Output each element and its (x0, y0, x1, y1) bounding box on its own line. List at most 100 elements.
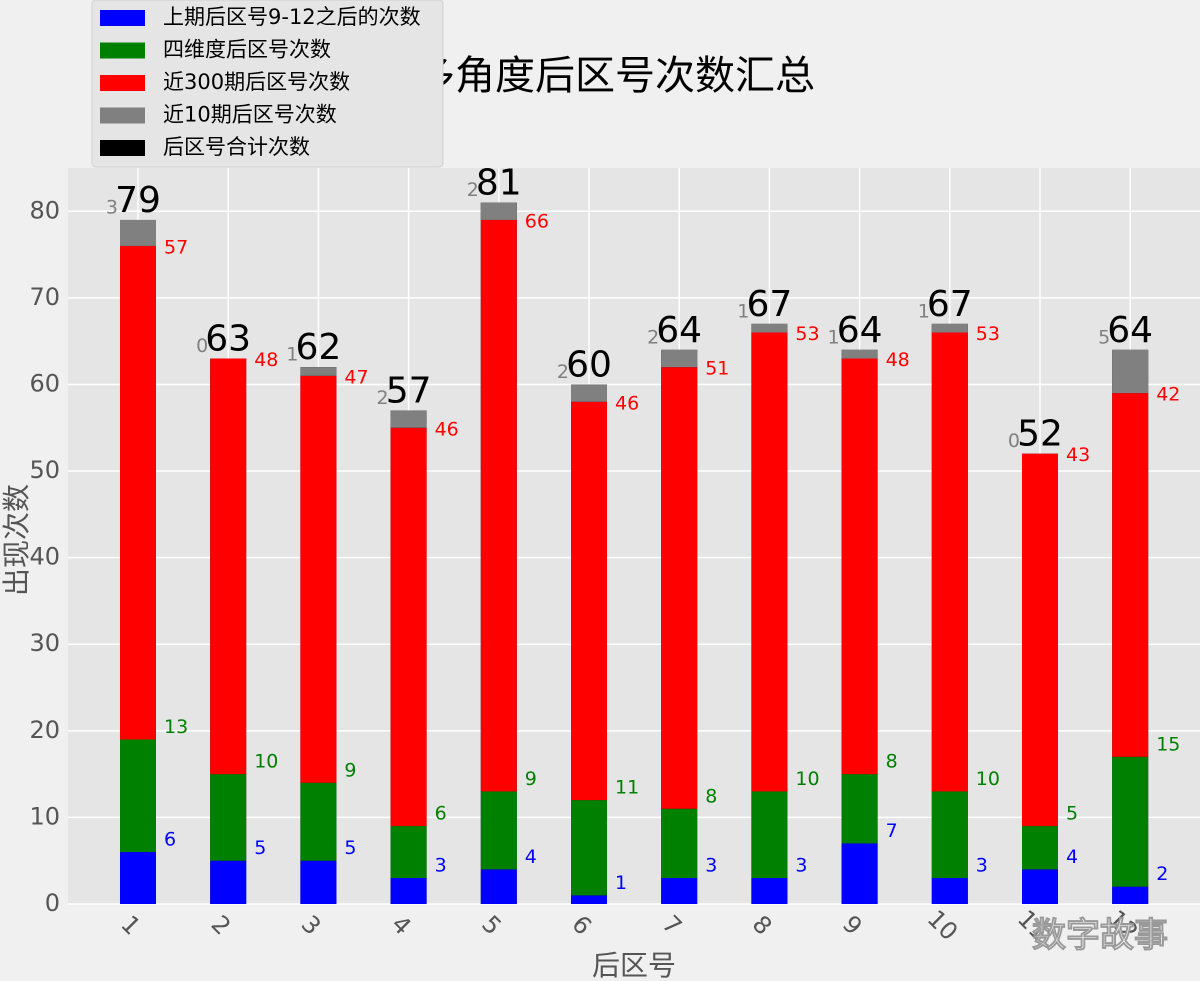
value-label: 11 (615, 777, 639, 799)
legend-swatch (100, 75, 145, 91)
total-label: 67 (927, 284, 973, 325)
value-label: 42 (1156, 384, 1180, 406)
total-label: 67 (746, 284, 792, 325)
bar-segment (751, 791, 788, 879)
value-label: 1 (615, 872, 627, 894)
bar-segment (210, 774, 247, 861)
bar-segment (1112, 349, 1149, 394)
bar-segment (480, 869, 517, 904)
bar-segment (480, 202, 517, 220)
bar-segment (571, 401, 607, 801)
y-axis-label: 出现次数 (0, 484, 33, 596)
bar-segment (390, 878, 427, 904)
value-label: 3 (976, 855, 988, 877)
value-label: 2 (1156, 863, 1168, 885)
total-label: 52 (1017, 414, 1063, 455)
value-label: 6 (164, 829, 176, 851)
value-label: 1 (737, 300, 749, 322)
total-label: 64 (1107, 310, 1153, 351)
value-label: 2 (467, 179, 479, 201)
value-label: 47 (344, 366, 368, 388)
bar-segment (1112, 756, 1149, 887)
value-label: 46 (435, 418, 459, 440)
value-label: 48 (886, 349, 910, 371)
legend (91, 0, 444, 168)
value-label: 2 (557, 361, 569, 383)
plot-area (68, 168, 1200, 904)
bar-segment (300, 860, 337, 904)
bar-segment (571, 384, 607, 402)
bar-segment (571, 800, 607, 896)
bar-segment (1112, 886, 1149, 904)
legend-label: 后区号合计次数 (163, 135, 310, 159)
total-label: 60 (566, 344, 612, 385)
value-label: 1 (286, 344, 298, 366)
y-tick-label: 70 (29, 283, 60, 311)
chart-title: 多角度后区号次数汇总 (415, 53, 815, 99)
value-label: 46 (615, 392, 639, 414)
value-label: 5 (1066, 803, 1078, 825)
y-tick-label: 10 (29, 802, 60, 830)
value-label: 15 (1156, 733, 1180, 755)
value-label: 10 (254, 751, 278, 773)
bar-segment (300, 367, 337, 376)
value-label: 53 (976, 323, 1000, 345)
x-axis-label: 后区号 (592, 949, 676, 981)
bar-segment (1022, 453, 1058, 827)
value-label: 0 (1008, 430, 1020, 452)
value-label: 43 (1066, 444, 1090, 466)
bar-segment (390, 427, 427, 827)
legend-swatch (100, 140, 145, 156)
value-label: 48 (254, 349, 278, 371)
legend-label: 近10期后区号次数 (163, 103, 337, 127)
total-label: 62 (295, 327, 341, 368)
total-label: 64 (656, 310, 702, 351)
bar-segment (210, 860, 247, 904)
value-label: 9 (344, 759, 356, 781)
y-tick-label: 60 (29, 369, 60, 397)
total-label: 64 (837, 310, 883, 351)
value-label: 0 (196, 335, 208, 357)
value-label: 7 (886, 820, 898, 842)
total-label: 63 (205, 318, 251, 359)
value-label: 2 (647, 326, 659, 348)
bar-segment (120, 245, 156, 740)
watermark: 数字故事 (1032, 916, 1168, 956)
bar-segment (751, 332, 788, 792)
bar-segment (661, 367, 698, 809)
value-label: 4 (1066, 846, 1078, 868)
legend-swatch (100, 10, 145, 26)
bar-segment (120, 219, 156, 246)
value-label: 5 (344, 837, 356, 859)
bar-segment (390, 410, 427, 428)
bar-segment (210, 358, 247, 775)
value-label: 53 (795, 323, 819, 345)
bar-segment (931, 332, 968, 792)
y-tick-label: 0 (45, 889, 60, 917)
bar-segment (571, 895, 607, 904)
value-label: 8 (705, 785, 717, 807)
value-label: 8 (886, 751, 898, 773)
bar-segment (841, 774, 878, 844)
value-label: 5 (254, 837, 266, 859)
bar-segment (390, 826, 427, 879)
bar-segment (751, 878, 788, 904)
total-label: 81 (476, 163, 522, 204)
value-label: 10 (795, 768, 819, 790)
y-tick-label: 50 (29, 456, 60, 484)
bar-segment (841, 349, 878, 359)
y-tick-label: 20 (29, 716, 60, 744)
y-tick-label: 80 (29, 196, 60, 224)
bar-segment (751, 323, 788, 333)
y-tick-label: 40 (29, 543, 60, 571)
bar-segment (841, 358, 878, 775)
value-label: 3 (106, 196, 118, 218)
value-label: 66 (525, 210, 549, 232)
value-label: 51 (705, 358, 729, 380)
bar-segment (931, 323, 968, 333)
value-label: 5 (1098, 326, 1110, 348)
bar-segment (841, 843, 878, 904)
bar-segment (120, 852, 156, 904)
legend-swatch (100, 107, 145, 124)
